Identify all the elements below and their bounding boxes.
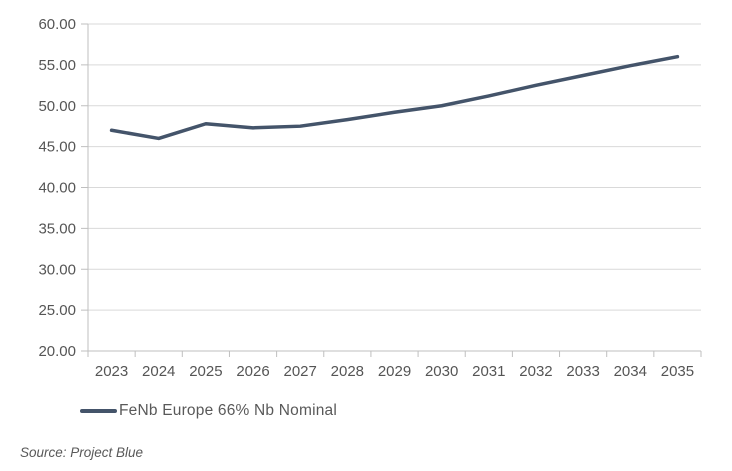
y-tick-label: 35.00	[38, 220, 76, 237]
x-tick-label: 2030	[425, 363, 458, 380]
x-tick-label: 2025	[189, 363, 222, 380]
line-chart-plot-area: 20.00 25.00 30.00 35.00 40.00 45.00 50.00 55.00…	[38, 16, 702, 380]
x-tick-label: 2029	[378, 363, 411, 380]
y-tick-label: 45.00	[38, 139, 76, 156]
x-tick-label: 2026	[236, 363, 269, 380]
legend-line-marker	[80, 409, 117, 413]
x-tick-label: 2024	[142, 363, 175, 380]
x-tick-label: 2028	[331, 363, 364, 380]
y-tick-label: 50.00	[38, 98, 76, 115]
x-tick-label: 2033	[566, 363, 599, 380]
y-tick-label: 40.00	[38, 180, 76, 197]
y-tick-label: 20.00	[38, 343, 76, 360]
x-tick-label: 2032	[519, 363, 552, 380]
series-line	[109, 54, 680, 141]
y-tick-label: 60.00	[38, 16, 76, 33]
source-caption: Source: Project Blue	[20, 445, 144, 460]
x-tick-label: 2027	[284, 363, 317, 380]
y-tick-label: 30.00	[38, 261, 76, 278]
legend-series-label: FeNb Europe 66% Nb Nominal	[119, 402, 337, 419]
y-tick-label: 25.00	[38, 302, 76, 319]
y-tick-label: 55.00	[38, 57, 76, 74]
x-tick-label: 2023	[95, 363, 128, 380]
x-tick-label: 2035	[661, 363, 694, 380]
x-tick-label: 2031	[472, 363, 505, 380]
chart-legend: FeNb Europe 66% Nb Nominal	[80, 401, 337, 421]
x-tick-label: 2034	[614, 363, 647, 380]
